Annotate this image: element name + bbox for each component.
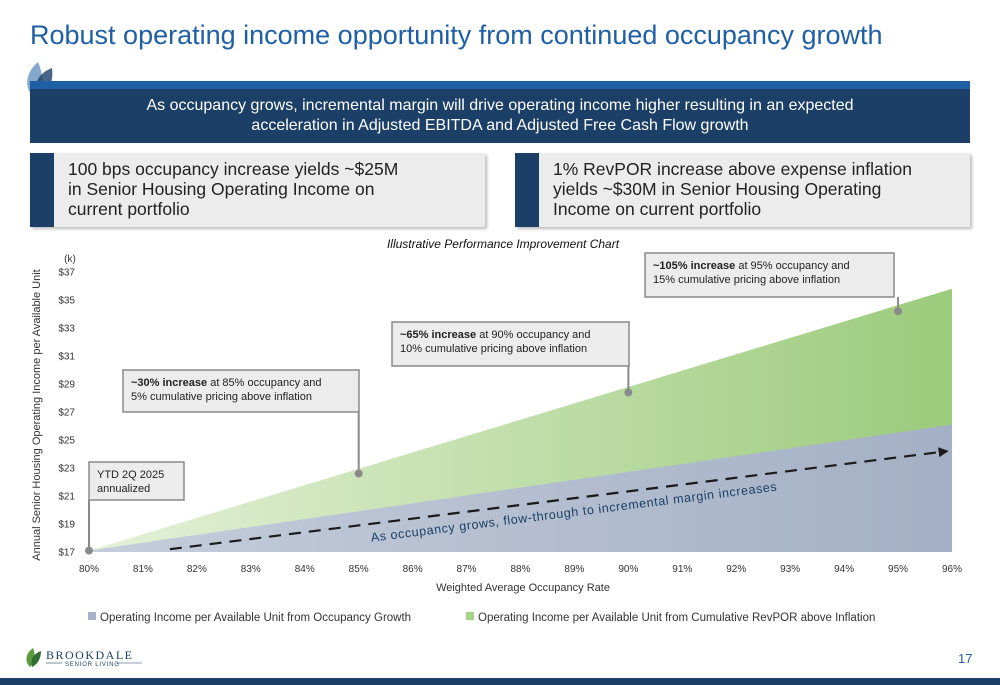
callout-text-line: 10% cumulative pricing above inflation	[400, 343, 587, 355]
x-tick-label: 80%	[79, 564, 99, 575]
callouts: YTD 2Q 2025 annualized ~30% increase at 85…	[85, 252, 903, 555]
card-line: 1% RevPOR increase above expense inflati…	[553, 159, 912, 179]
data-point-marker	[354, 469, 363, 478]
card-line: 100 bps occupancy increase yields ~$25M	[68, 159, 399, 179]
callout-text-line: YTD 2Q 2025	[97, 469, 164, 481]
x-tick-label: 94%	[834, 564, 854, 575]
chart-legend: Operating Income per Available Unit from…	[88, 612, 875, 624]
brookdale-logo: BROOKDALE SENIOR LIVING	[24, 645, 154, 671]
card-line: Income on current portfolio	[553, 199, 762, 219]
page-number: 17	[958, 651, 973, 666]
y-axis-title: Annual Senior Housing Operating Income p…	[31, 269, 43, 560]
callout-bold: ~30% increase	[131, 377, 207, 389]
callout-text-line: annualized	[97, 483, 150, 495]
trend-arrow	[169, 447, 949, 551]
card-line: yields ~$30M in Senior Housing Operating	[553, 179, 882, 199]
y-tick-label: $29	[58, 380, 75, 391]
y-axis: $17 $19 $21 $23 $25 $27 $29 $31 $33 $35 $37	[58, 268, 75, 559]
callout-1: ~30% increase at 85% occupancy and 5% cum…	[122, 369, 363, 478]
x-tick-label: 91%	[672, 564, 692, 575]
occupancy-card: 100 bps occupancy increase yields ~$25M …	[30, 153, 485, 227]
y-tick-label: $27	[58, 408, 75, 419]
card-line: current portfolio	[68, 199, 190, 219]
legend-label: Operating Income per Available Unit from…	[100, 612, 411, 624]
callout-0: YTD 2Q 2025 annualized	[85, 461, 185, 555]
card-accent	[30, 153, 54, 227]
x-axis-title: Weighted Average Occupancy Rate	[436, 582, 610, 594]
x-tick-label: 89%	[564, 564, 584, 575]
x-tick-label: 93%	[780, 564, 800, 575]
summary-banner: As occupancy grows, incremental margin w…	[30, 89, 970, 143]
x-tick-label: 92%	[726, 564, 746, 575]
callout-2: ~65% increase at 90% occupancy and 10% cu…	[391, 321, 633, 397]
card-accent	[515, 153, 539, 227]
bottom-bar	[0, 678, 1000, 685]
callout-text-line: ~105% increase at 95% occupancy and	[653, 260, 850, 272]
banner-line-2: acceleration in Adjusted EBITDA and Adju…	[251, 117, 749, 134]
x-tick-label: 84%	[295, 564, 315, 575]
data-point-marker	[624, 388, 633, 397]
x-tick-label: 87%	[457, 564, 477, 575]
callout-box	[88, 461, 185, 501]
x-tick-label: 81%	[133, 564, 153, 575]
logo-sub: SENIOR LIVING	[65, 662, 120, 668]
legend-label: Operating Income per Available Unit from…	[478, 612, 875, 624]
y-tick-label: $25	[58, 436, 75, 447]
callout-bold: ~105% increase	[653, 260, 735, 272]
occupancy-growth-area	[89, 424, 952, 552]
callout-text-line: ~65% increase at 90% occupancy and	[400, 329, 591, 341]
data-point-marker	[85, 546, 93, 555]
callout-box	[391, 321, 630, 367]
y-tick-label: $17	[58, 548, 75, 559]
revpor-card: 1% RevPOR increase above expense inflati…	[515, 153, 970, 227]
card-line: in Senior Housing Operating Income on	[68, 179, 375, 199]
y-tick-label: $33	[58, 324, 75, 335]
y-tick-label: $37	[58, 268, 75, 279]
callout-text-line: 5% cumulative pricing above inflation	[131, 391, 312, 403]
y-tick-label: $23	[58, 464, 75, 475]
banner-top-strip	[30, 81, 970, 89]
callout-bold: ~65% increase	[400, 329, 476, 341]
y-tick-label: $21	[58, 492, 75, 503]
legend-swatch	[466, 612, 474, 620]
callout-text-line: ~30% increase at 85% occupancy and	[131, 377, 322, 389]
callout-rest: at 90% occupancy and	[476, 329, 590, 341]
logo-word: BROOKDALE	[46, 648, 134, 662]
legend-swatch	[88, 612, 96, 620]
x-tick-label: 82%	[187, 564, 207, 575]
brookdale-leaf-icon: BROOKDALE SENIOR LIVING	[26, 648, 142, 668]
unit-label: (k)	[64, 254, 76, 265]
x-tick-label: 96%	[942, 564, 962, 575]
callout-box	[122, 369, 360, 413]
revpor-card-text: 1% RevPOR increase above expense inflati…	[553, 159, 912, 219]
occupancy-card-text: 100 bps occupancy increase yields ~$25M …	[68, 159, 398, 219]
y-tick-label: $19	[58, 520, 75, 531]
data-point-marker	[894, 307, 903, 316]
chart-title: Illustrative Performance Improvement Cha…	[387, 237, 620, 251]
x-tick-label: 95%	[888, 564, 908, 575]
x-tick-label: 83%	[241, 564, 261, 575]
callout-box	[644, 252, 895, 298]
x-tick-label: 85%	[349, 564, 369, 575]
x-tick-label: 86%	[403, 564, 423, 575]
x-tick-label: 90%	[618, 564, 638, 575]
y-tick-label: $35	[58, 296, 75, 307]
callout-3: ~105% increase at 95% occupancy and 15% c…	[644, 252, 903, 316]
banner-line-1: As occupancy grows, incremental margin w…	[146, 97, 854, 114]
callout-rest: at 85% occupancy and	[207, 377, 321, 389]
y-tick-label: $31	[58, 352, 75, 363]
page-title: Robust operating income opportunity from…	[30, 20, 883, 50]
chart-areas	[89, 288, 952, 552]
x-tick-label: 88%	[510, 564, 530, 575]
callout-rest: at 95% occupancy and	[735, 260, 849, 272]
x-axis: 80% 81% 82% 83% 84% 85% 86% 87% 88% 89% 90% 91% 92% 9…	[79, 564, 962, 575]
callout-text-line: 15% cumulative pricing above inflation	[653, 274, 840, 286]
